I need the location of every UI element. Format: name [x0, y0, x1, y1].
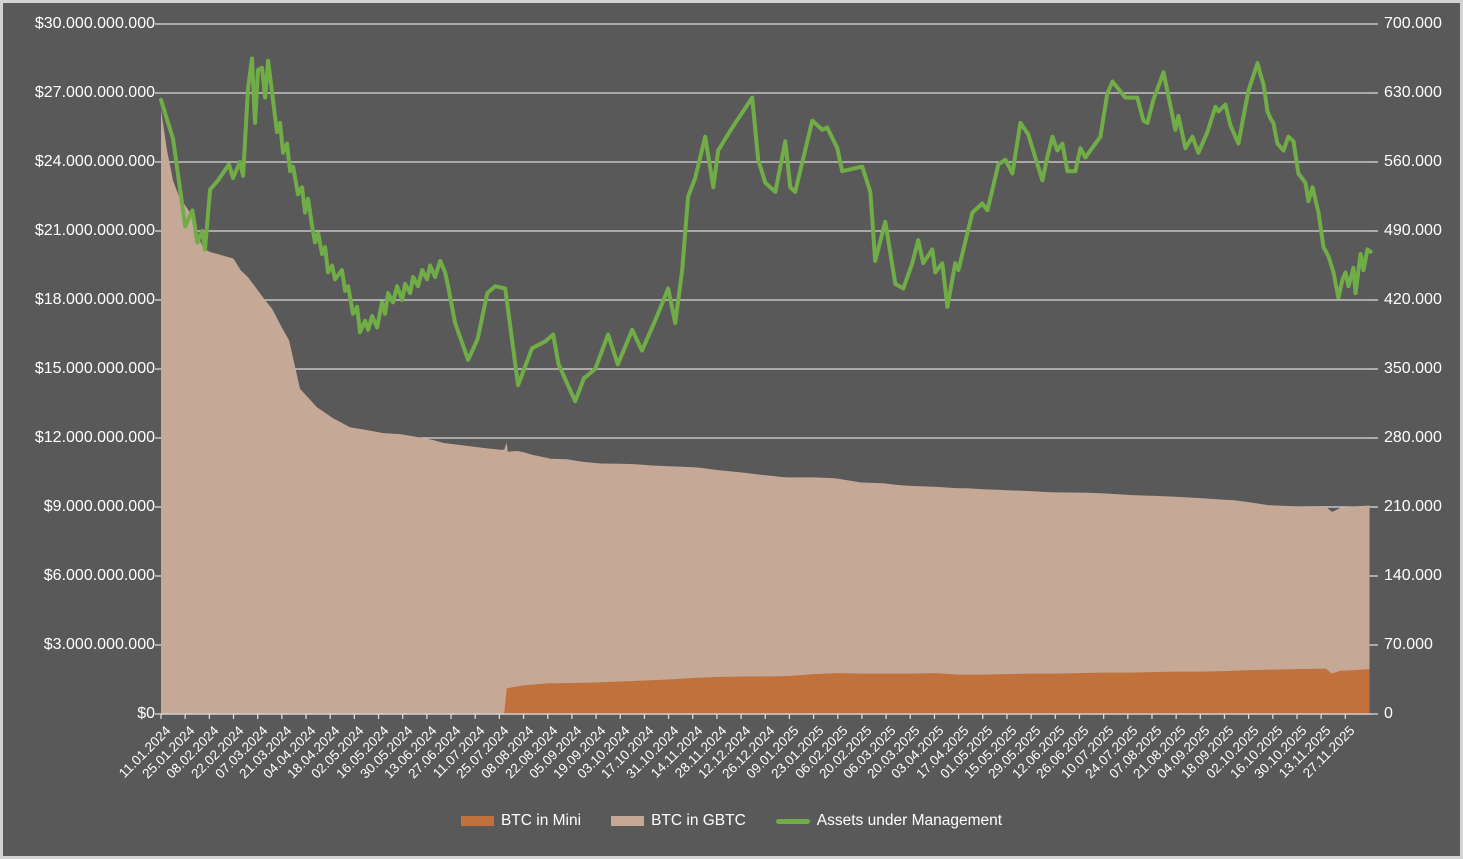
y-axis-right-label: 420.000: [1384, 291, 1442, 308]
legend-label: BTC in GBTC: [651, 812, 746, 829]
y-axis-right-label: 350.000: [1384, 360, 1442, 377]
aum-swatch-icon: [775, 818, 810, 824]
y-axis-left-label: $3.000.000.000: [43, 636, 155, 653]
y-axis-left-label: $15.000.000.000: [34, 360, 155, 377]
y-axis-left-label: $12.000.000.000: [34, 429, 155, 446]
y-axis-right-label: 70.000: [1384, 636, 1433, 653]
y-axis-left-label: $18.000.000.000: [34, 291, 155, 308]
btc-in-mini-area[interactable]: [161, 668, 1370, 714]
chart-legend: BTC in Mini BTC in GBTC Assets under Man…: [0, 812, 1463, 830]
btc-in-gbtc-swatch-icon: [611, 816, 645, 826]
legend-item-btc-in-gbtc[interactable]: BTC in GBTC: [611, 812, 746, 830]
y-axis-left-label: $0: [137, 705, 155, 722]
y-axis-right-label: 700.000: [1384, 15, 1442, 32]
aum-line[interactable]: [159, 56, 1373, 404]
y-axis-right-label: 210.000: [1384, 498, 1442, 515]
legend-label: Assets under Management: [816, 812, 1003, 829]
y-axis-left-label: $27.000.000.000: [34, 84, 155, 101]
y-axis-right-label: 140.000: [1384, 567, 1442, 584]
btc-in-gbtc-area[interactable]: [161, 109, 1370, 715]
y-axis-left-label: $30.000.000.000: [34, 15, 155, 32]
y-axis-right-label: 280.000: [1384, 429, 1442, 446]
y-axis-left-label: $6.000.000.000: [43, 567, 155, 584]
y-axis-right-label: 0: [1384, 705, 1393, 722]
y-axis-left-label: $24.000.000.000: [34, 153, 155, 170]
y-axis-right-label: 630.000: [1384, 84, 1442, 101]
legend-item-btc-in-mini[interactable]: BTC in Mini: [460, 812, 582, 830]
y-axis-right-label: 490.000: [1384, 222, 1442, 239]
legend-item-aum[interactable]: Assets under Management: [775, 812, 1003, 830]
btc-in-mini-swatch-icon: [460, 816, 494, 826]
y-axis-right-label: 560.000: [1384, 153, 1442, 170]
legend-label: BTC in Mini: [500, 812, 582, 829]
y-axis-left-label: $9.000.000.000: [43, 498, 155, 515]
y-axis-left-label: $21.000.000.000: [34, 222, 155, 239]
